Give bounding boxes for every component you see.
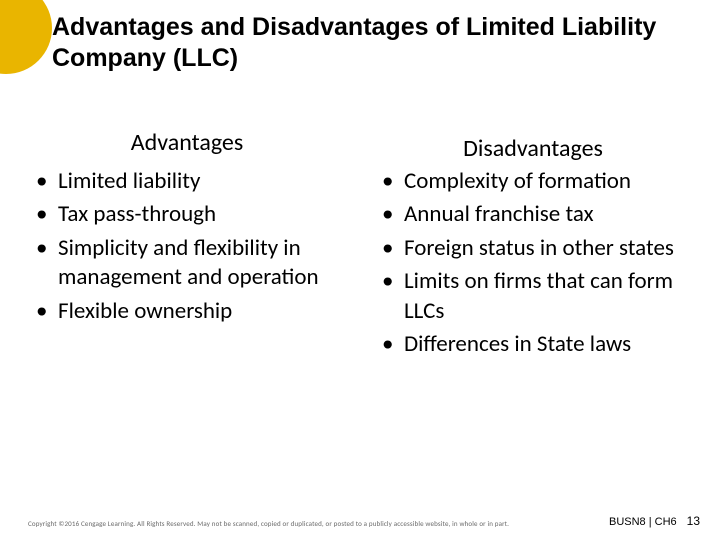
page-info: BUSN8 | CH6 13 [609, 514, 700, 528]
slide: Advantages and Disadvantages of Limited … [0, 0, 720, 540]
accent-circle [0, 0, 52, 74]
disadvantages-heading: Disadvantages [374, 134, 692, 163]
slide-title: Advantages and Disadvantages of Limited … [52, 12, 692, 75]
advantages-heading: Advantages [28, 128, 346, 157]
list-item: Tax pass-through [28, 200, 346, 229]
list-item: Limits on firms that can form LLCs [374, 267, 692, 326]
list-item: Simplicity and flexibility in management… [28, 234, 346, 293]
list-item: Annual franchise tax [374, 200, 692, 229]
advantages-column: Advantages Limited liability Tax pass-th… [0, 128, 360, 364]
copyright-text: Copyright ©2016 Cengage Learning. All Ri… [28, 519, 509, 528]
list-item: Limited liability [28, 167, 346, 196]
footer: Copyright ©2016 Cengage Learning. All Ri… [28, 514, 700, 528]
page-number: 13 [687, 514, 700, 528]
list-item: Foreign status in other states [374, 234, 692, 263]
course-label: BUSN8 | CH6 [609, 516, 677, 528]
advantages-list: Limited liability Tax pass-through Simpl… [28, 167, 346, 326]
disadvantages-list: Complexity of formation Annual franchise… [374, 167, 692, 360]
columns: Advantages Limited liability Tax pass-th… [0, 128, 720, 364]
disadvantages-column: Disadvantages Complexity of formation An… [360, 128, 720, 364]
list-item: Flexible ownership [28, 297, 346, 326]
list-item: Complexity of formation [374, 167, 692, 196]
list-item: Differences in State laws [374, 330, 692, 359]
